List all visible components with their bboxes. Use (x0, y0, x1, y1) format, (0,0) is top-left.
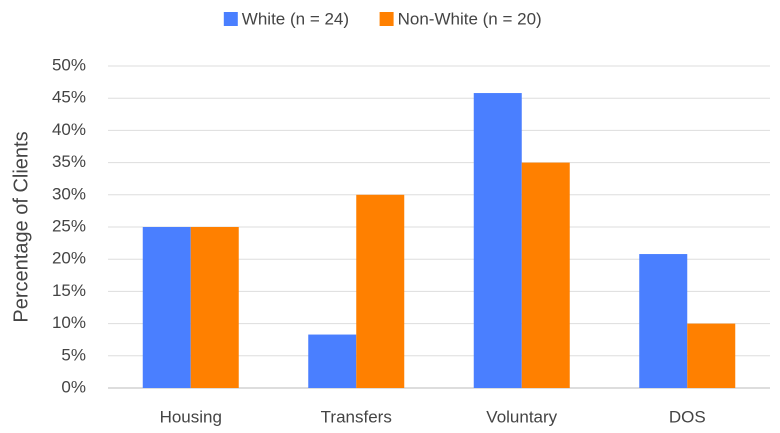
legend-swatch (379, 12, 394, 26)
x-tick-label: Housing (160, 407, 222, 426)
y-axis-label: Percentage of Clients (10, 131, 32, 322)
x-tick-label: Transfers (321, 407, 392, 426)
bar (473, 93, 522, 388)
y-tick-label: 30% (52, 184, 86, 203)
y-tick-label: 10% (52, 313, 86, 332)
bar (142, 227, 191, 388)
y-tick-label: 45% (52, 88, 86, 107)
legend-swatch (223, 12, 238, 26)
y-tick-label: 40% (52, 120, 86, 139)
bar (639, 254, 688, 388)
y-tick-label: 50% (52, 55, 86, 74)
x-tick-label: Voluntary (486, 407, 557, 426)
legend-label: White (n = 24) (242, 9, 349, 28)
y-tick-label: 25% (52, 216, 86, 235)
bar (190, 227, 239, 388)
bar (308, 334, 357, 388)
bar (356, 194, 405, 388)
y-tick-label: 35% (52, 152, 86, 171)
y-tick-label: 20% (52, 249, 86, 268)
y-tick-label: 15% (52, 281, 86, 300)
bar (521, 162, 570, 388)
bar (687, 323, 736, 388)
x-tick-label: DOS (669, 407, 706, 426)
y-tick-label: 0% (61, 377, 86, 396)
y-tick-label: 5% (61, 345, 86, 364)
legend-label: Non-White (n = 20) (398, 9, 542, 28)
